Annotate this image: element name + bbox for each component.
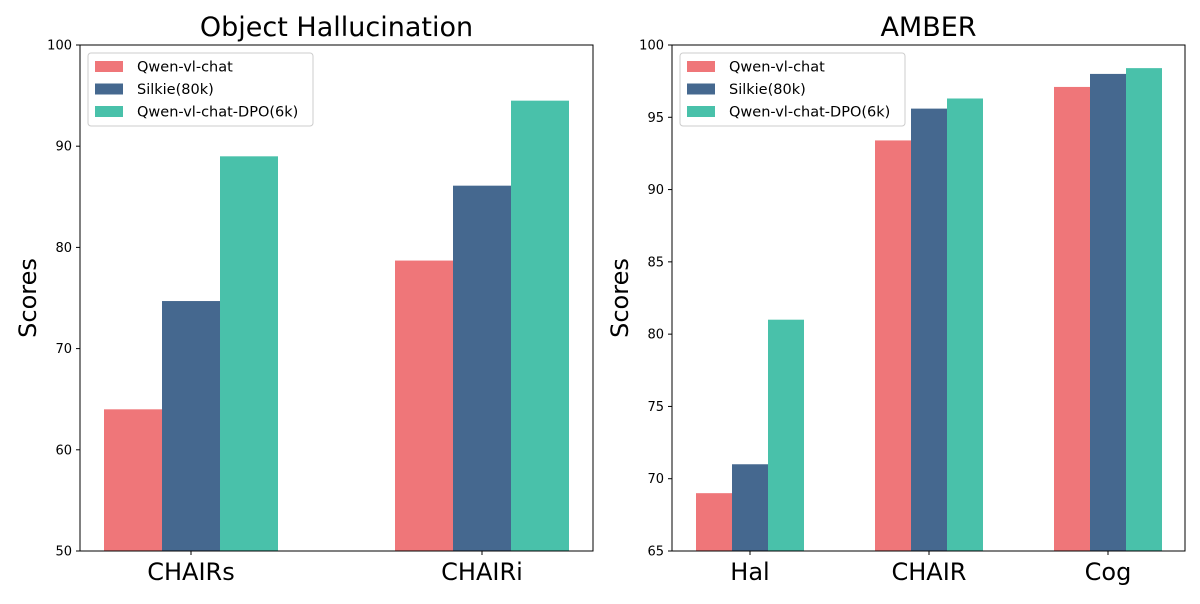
chart-panel-1: 50 60 70 80 90 100 CHAIRs CHAIRi Object Hallucin…: [14, 12, 594, 586]
bar-chairi-series-2: [453, 185, 511, 552]
bar-chairs-series-3: [220, 156, 278, 551]
legend-label-3: Qwen-vl-chat-DPO(6k): [137, 105, 298, 121]
y-tick-label: 100: [639, 39, 664, 54]
y-tick-label: 80: [55, 241, 72, 256]
legend-label-1: Qwen-vl-chat: [729, 60, 825, 76]
bar-cog-series-1: [1054, 86, 1090, 552]
bar-chairs-series-1: [104, 409, 162, 551]
bar-cog-series-2: [1090, 73, 1126, 551]
bar-chair-series-1: [875, 140, 911, 552]
bar-hal-series-2: [732, 464, 768, 551]
legend-swatch-2: [95, 83, 123, 95]
legend-label-1: Qwen-vl-chat: [137, 60, 233, 76]
y-tick-label: 70: [55, 342, 72, 357]
y-tick-label: 95: [647, 111, 664, 126]
bar-chairi-series-3: [511, 100, 569, 551]
chart-title: Object Hallucination: [200, 12, 473, 43]
y-tick-label: 85: [647, 255, 664, 270]
y-tick-label: 100: [47, 39, 72, 54]
chart-panel-2: 65 70 75 80 85 90 95 100 Hal CHAIR Cog AMBER Scores Q…: [606, 12, 1186, 586]
legend-swatch-2: [687, 83, 715, 95]
bar-chairs-series-2: [162, 301, 220, 551]
legend-label-3: Qwen-vl-chat-DPO(6k): [729, 105, 890, 121]
x-tick-label-chairi: CHAIRi: [441, 558, 523, 586]
bar-chair-series-3: [947, 98, 983, 552]
x-tick-label-hal: Hal: [730, 558, 769, 586]
y-tick-label: 75: [647, 400, 664, 415]
legend-swatch-3: [687, 106, 715, 117]
legend-box: [679, 52, 906, 127]
y-tick-label: 65: [647, 545, 664, 560]
legend-swatch-1: [95, 61, 123, 72]
y-axis-label: Scores: [14, 258, 42, 338]
bar-hal-series-1: [696, 493, 732, 551]
legend-swatch-1: [687, 61, 715, 72]
y-tick-label: 60: [55, 443, 72, 458]
bar-chairi-series-1: [395, 260, 453, 551]
x-tick-label-cog: Cog: [1085, 558, 1132, 586]
y-tick-label: 50: [55, 545, 72, 560]
x-tick-label-chair: CHAIR: [892, 558, 967, 586]
legend-swatch-3: [95, 106, 123, 117]
axes-frame: [79, 44, 594, 552]
legend-label-2: Silkie(80k): [137, 82, 214, 98]
legend-box: [87, 52, 314, 127]
x-tick-label-chairs: CHAIRs: [147, 558, 234, 586]
y-tick-label: 70: [647, 472, 664, 487]
y-tick-label: 90: [647, 183, 664, 198]
bar-hal-series-3: [768, 319, 804, 551]
y-tick-label: 80: [647, 328, 664, 343]
chart-title: AMBER: [880, 12, 976, 43]
bar-cog-series-3: [1126, 68, 1162, 551]
legend-label-2: Silkie(80k): [729, 82, 806, 98]
y-axis-label: Scores: [606, 258, 634, 338]
bar-chair-series-2: [911, 108, 947, 552]
y-tick-label: 90: [55, 140, 72, 155]
